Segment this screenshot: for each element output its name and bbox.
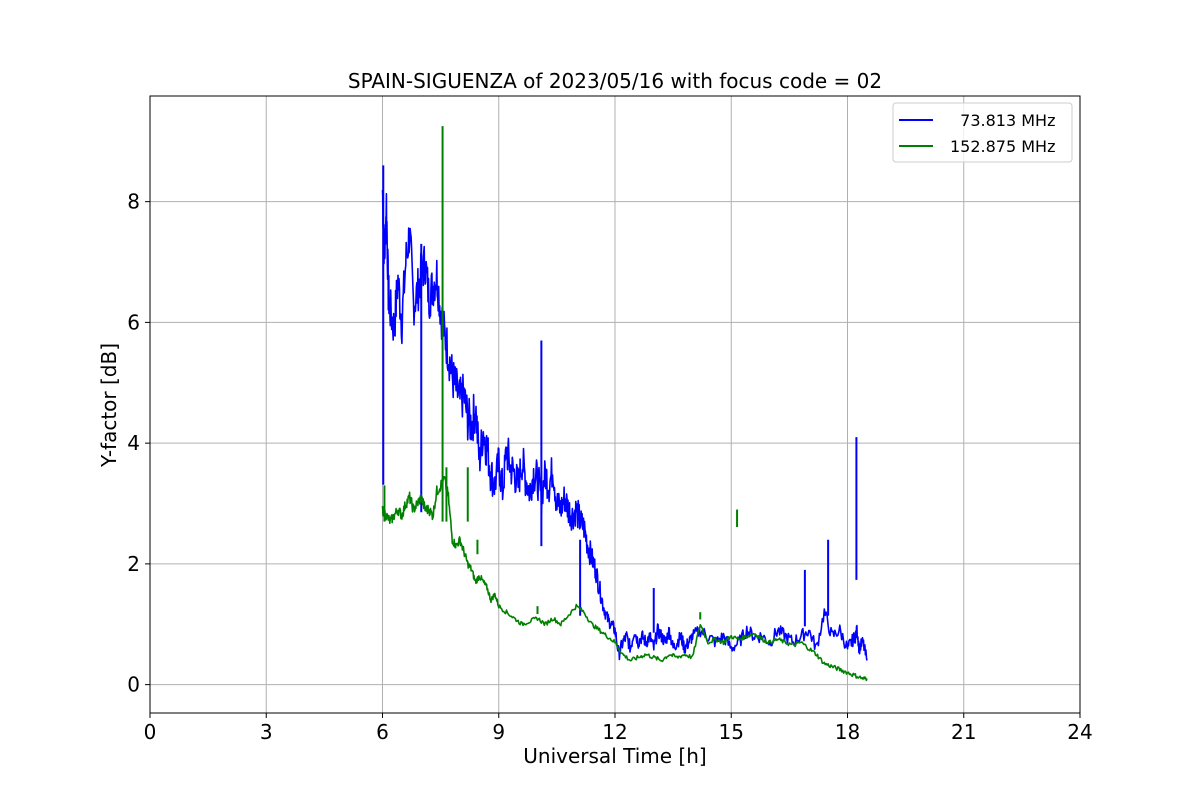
plot-area [381,126,868,682]
y-tick-label: 6 [127,310,140,334]
x-tick-label: 9 [492,720,505,744]
legend: 73.813 MHz 152.875 MHz [892,102,1073,163]
series-line-2 [381,475,868,682]
x-tick-label: 6 [376,720,389,744]
legend-label-1: 73.813 MHz [950,111,1055,130]
y-tick-label: 2 [127,552,140,576]
x-tick-label: 21 [951,720,976,744]
y-tick-label: 4 [127,431,140,455]
chart-title: SPAIN-SIGUENZA of 2023/05/16 with focus … [348,69,882,93]
x-axis-label: Universal Time [h] [523,744,706,768]
x-tick-label: 24 [1067,720,1092,744]
x-tick-label: 3 [260,720,273,744]
x-tick-label: 12 [602,720,627,744]
y-tick-label: 0 [127,673,140,697]
x-tick-label: 0 [144,720,157,744]
y-axis-label: Y-factor [dB] [97,343,121,468]
x-tick-label: 15 [719,720,744,744]
legend-box [892,102,1073,163]
x-tick-label: 18 [835,720,860,744]
series-line-1 [381,189,868,661]
y-tick-label: 8 [127,190,140,214]
legend-label-2: 152.875 MHz [950,137,1055,156]
